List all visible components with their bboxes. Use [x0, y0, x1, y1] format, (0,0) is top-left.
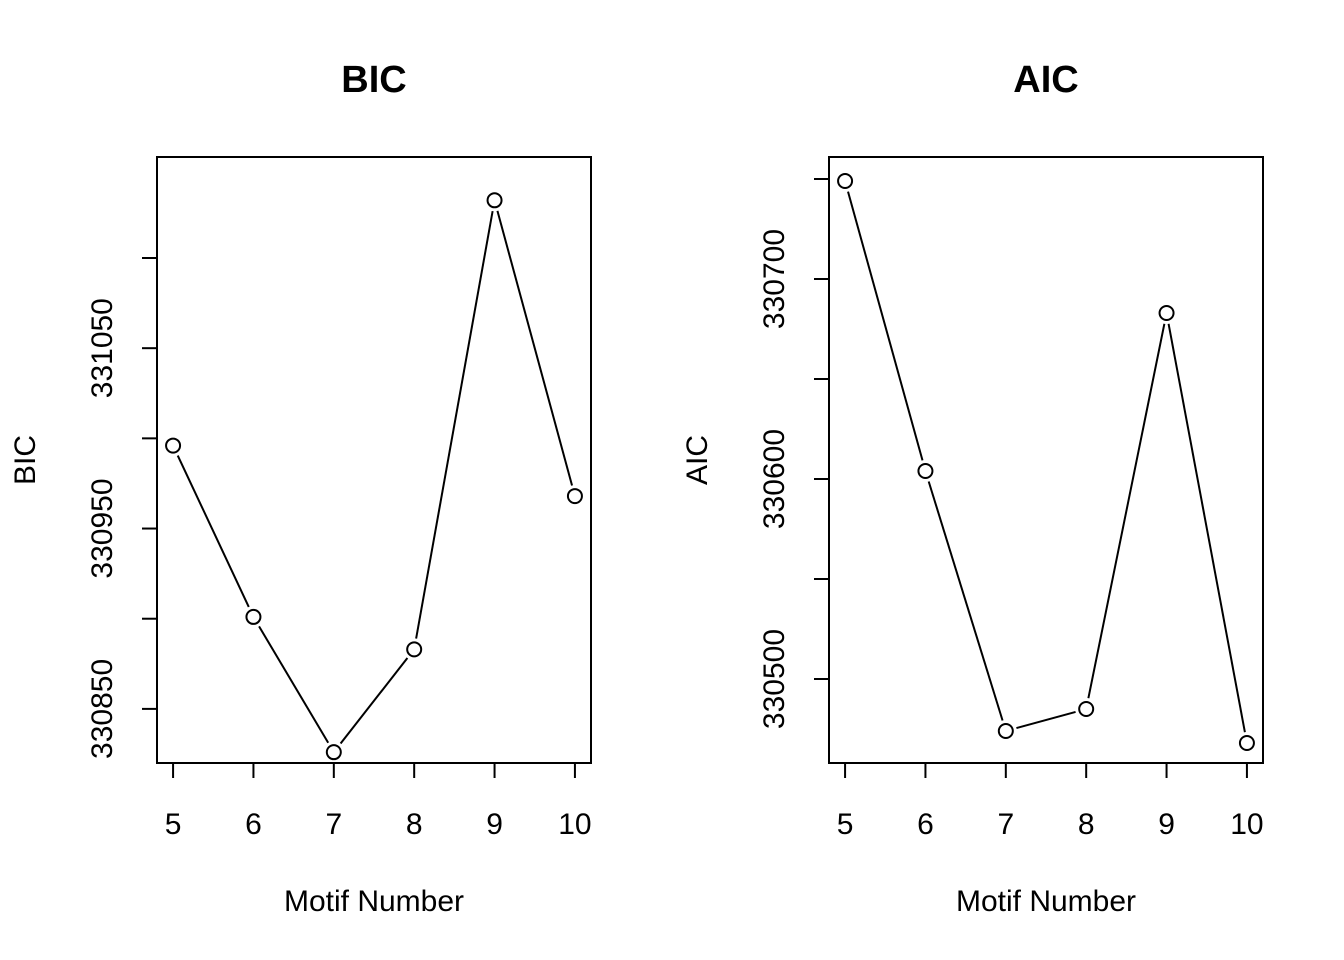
bic-line-segment [339, 657, 409, 745]
aic-line-segment [927, 481, 1004, 721]
aic-line-segment [1016, 710, 1076, 730]
aic-x-tick-label: 6 [917, 808, 934, 841]
aic-line-segment [847, 191, 924, 461]
bic-data-point [245, 608, 262, 625]
aic-data-point [1158, 305, 1175, 321]
aic-x-tick-label: 5 [837, 808, 854, 841]
bic-chart-title: BIC [341, 59, 406, 101]
bic-x-tick-label: 10 [558, 808, 591, 841]
bic-data-point [325, 744, 342, 761]
aic-y-tick-label: 330500 [758, 629, 791, 729]
aic-data-point [997, 723, 1014, 739]
aic-data-point [1078, 701, 1095, 717]
bic-data-point [165, 437, 182, 454]
aic-x-axis-label: Motif Number [956, 885, 1136, 918]
bic-x-tick-label: 5 [165, 808, 182, 841]
bic-data-point [406, 641, 423, 658]
bic-x-tick-label: 6 [245, 808, 262, 841]
aic-plot-frame [828, 156, 1264, 764]
bic-line-segment [496, 210, 574, 486]
aic-line-segment [1167, 323, 1246, 733]
aic-y-tick-label: 330700 [758, 229, 791, 329]
bic-line-segment [176, 455, 250, 608]
bic-plot-frame [156, 156, 592, 764]
aic-x-tick-label: 10 [1230, 808, 1263, 841]
bic-line-segment [258, 625, 330, 744]
aic-data-point [1238, 735, 1255, 751]
bic-y-axis-label: BIC [9, 435, 42, 485]
aic-chart-title: AIC [1013, 59, 1078, 101]
bic-line-segment [415, 210, 494, 639]
aic-y-tick-label: 330600 [758, 429, 791, 529]
bic-y-tick-label: 331050 [86, 298, 119, 398]
bic-y-tick-label: 330950 [86, 478, 119, 578]
aic-x-tick-label: 9 [1158, 808, 1175, 841]
aic-line-segment [1087, 323, 1166, 699]
bic-x-tick-label: 8 [406, 808, 423, 841]
bic-data-point [486, 192, 503, 209]
bic-x-axis-label: Motif Number [284, 885, 464, 918]
aic-y-axis-label: AIC [681, 435, 714, 485]
bic-data-point [566, 488, 583, 505]
aic-data-point [837, 173, 854, 189]
aic-data-point [917, 463, 934, 479]
bic-y-tick-label: 330850 [86, 659, 119, 759]
aic-x-tick-label: 8 [1078, 808, 1095, 841]
bic-x-tick-label: 7 [325, 808, 342, 841]
bic-x-tick-label: 9 [486, 808, 503, 841]
aic-x-tick-label: 7 [997, 808, 1014, 841]
